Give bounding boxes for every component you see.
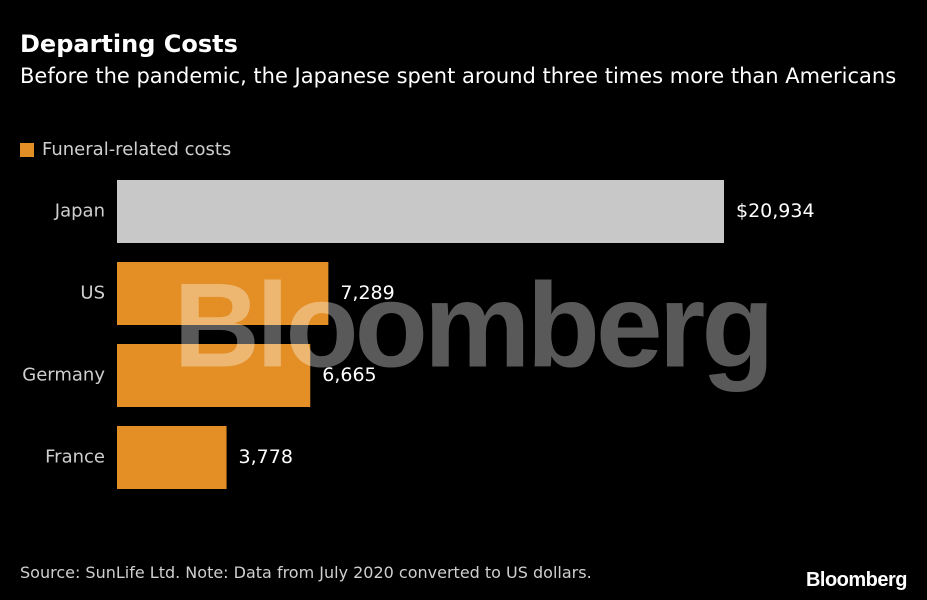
bloomberg-logo: Bloomberg [805,569,908,591]
bar-us [117,262,329,325]
value-label: 3,778 [239,446,293,468]
category-label: US [80,283,105,304]
category-label: Germany [22,365,105,386]
category-label: Japan [54,201,105,222]
bar-france [117,426,227,489]
category-label: France [45,447,105,468]
legend: Funeral-related costs [20,139,231,160]
legend-swatch [20,142,34,157]
source-note: Source: SunLife Ltd. Note: Data from Jul… [20,563,592,582]
legend-label: Funeral-related costs [42,139,232,160]
bar-japan [117,180,724,243]
value-label: 6,665 [322,364,376,386]
value-label: 7,289 [340,282,394,304]
page-title: Departing Costs [20,30,238,58]
bar-germany [117,344,311,407]
bloomberg-watermark: Bloomberg [173,259,770,393]
page-subtitle: Before the pandemic, the Japanese spent … [20,64,897,88]
value-label: $20,934 [736,200,815,222]
